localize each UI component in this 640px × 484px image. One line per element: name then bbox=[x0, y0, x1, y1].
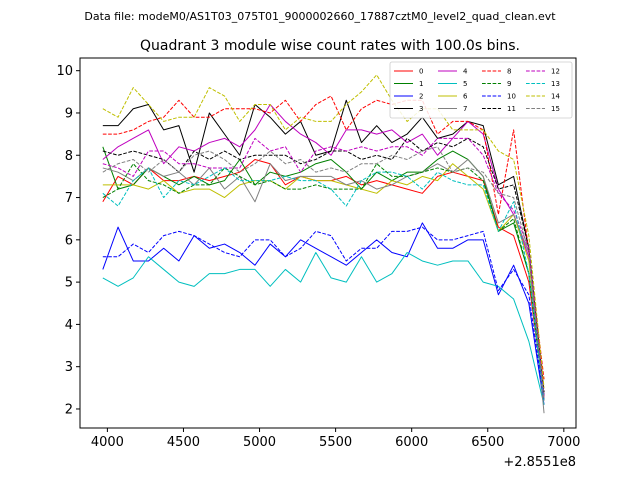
legend-box bbox=[389, 61, 573, 119]
legend-label-15: 15 bbox=[551, 105, 560, 113]
legend-label-7: 7 bbox=[463, 105, 467, 113]
y-tick-label-10: 10 bbox=[56, 64, 73, 79]
series-line-11 bbox=[102, 137, 545, 393]
axes-frame bbox=[79, 57, 577, 429]
series-line-13 bbox=[102, 167, 545, 401]
series-line-14 bbox=[102, 74, 545, 388]
legend-label-4: 4 bbox=[463, 68, 468, 76]
legend-label-5: 5 bbox=[463, 80, 467, 88]
y-tick-label-5: 5 bbox=[65, 276, 73, 291]
x-tick-label-7000: 7000 bbox=[547, 435, 580, 450]
legend-label-3: 3 bbox=[419, 105, 423, 113]
legend-label-9: 9 bbox=[507, 80, 511, 88]
y-tick-label-8: 8 bbox=[65, 149, 73, 164]
series-line-8 bbox=[102, 95, 545, 380]
legend-label-6: 6 bbox=[463, 93, 468, 101]
y-tick-label-9: 9 bbox=[65, 106, 73, 121]
x-axis: 4000 4500 5000 5500 6000 6500 7000 bbox=[91, 428, 580, 450]
legend-label-0: 0 bbox=[419, 68, 423, 76]
series-line-9 bbox=[102, 163, 545, 397]
y-tick-label-7: 7 bbox=[65, 191, 73, 206]
legend-label-2: 2 bbox=[419, 93, 423, 101]
x-tick-label-4000: 4000 bbox=[91, 435, 124, 450]
x-tick-label-6500: 6500 bbox=[471, 435, 504, 450]
legend-label-8: 8 bbox=[507, 68, 511, 76]
y-tick-label-3: 3 bbox=[65, 360, 73, 375]
legend-label-14: 14 bbox=[551, 93, 560, 101]
series-line-3 bbox=[102, 99, 545, 397]
series-line-6 bbox=[102, 163, 545, 401]
chart-title: Quadrant 3 module wise count rates with … bbox=[140, 38, 520, 54]
x-offset-label: +2.8551e8 bbox=[503, 455, 576, 470]
data-file-suptitle: Data file: modeM0/AS1T03_075T01_90000026… bbox=[84, 10, 556, 23]
x-tick-label-5000: 5000 bbox=[243, 435, 276, 450]
series-lines bbox=[102, 74, 545, 414]
x-tick-label-6000: 6000 bbox=[395, 435, 428, 450]
series-line-10 bbox=[102, 226, 545, 401]
y-tick-label-4: 4 bbox=[65, 318, 73, 333]
legend-label-12: 12 bbox=[551, 68, 560, 76]
y-tick-label-6: 6 bbox=[65, 233, 73, 248]
legend-label-13: 13 bbox=[551, 80, 560, 88]
y-tick-label-2: 2 bbox=[65, 402, 73, 417]
x-tick-label-5500: 5500 bbox=[319, 435, 352, 450]
series-line-2 bbox=[102, 222, 545, 405]
legend-label-10: 10 bbox=[507, 93, 516, 101]
x-tick-label-4500: 4500 bbox=[167, 435, 200, 450]
series-line-7 bbox=[102, 158, 545, 414]
legend-label-1: 1 bbox=[419, 80, 423, 88]
series-line-5 bbox=[102, 252, 545, 405]
y-axis: 2 3 4 5 6 7 8 9 10 bbox=[56, 64, 80, 417]
series-line-12 bbox=[102, 137, 545, 397]
legend-label-11: 11 bbox=[507, 105, 516, 113]
